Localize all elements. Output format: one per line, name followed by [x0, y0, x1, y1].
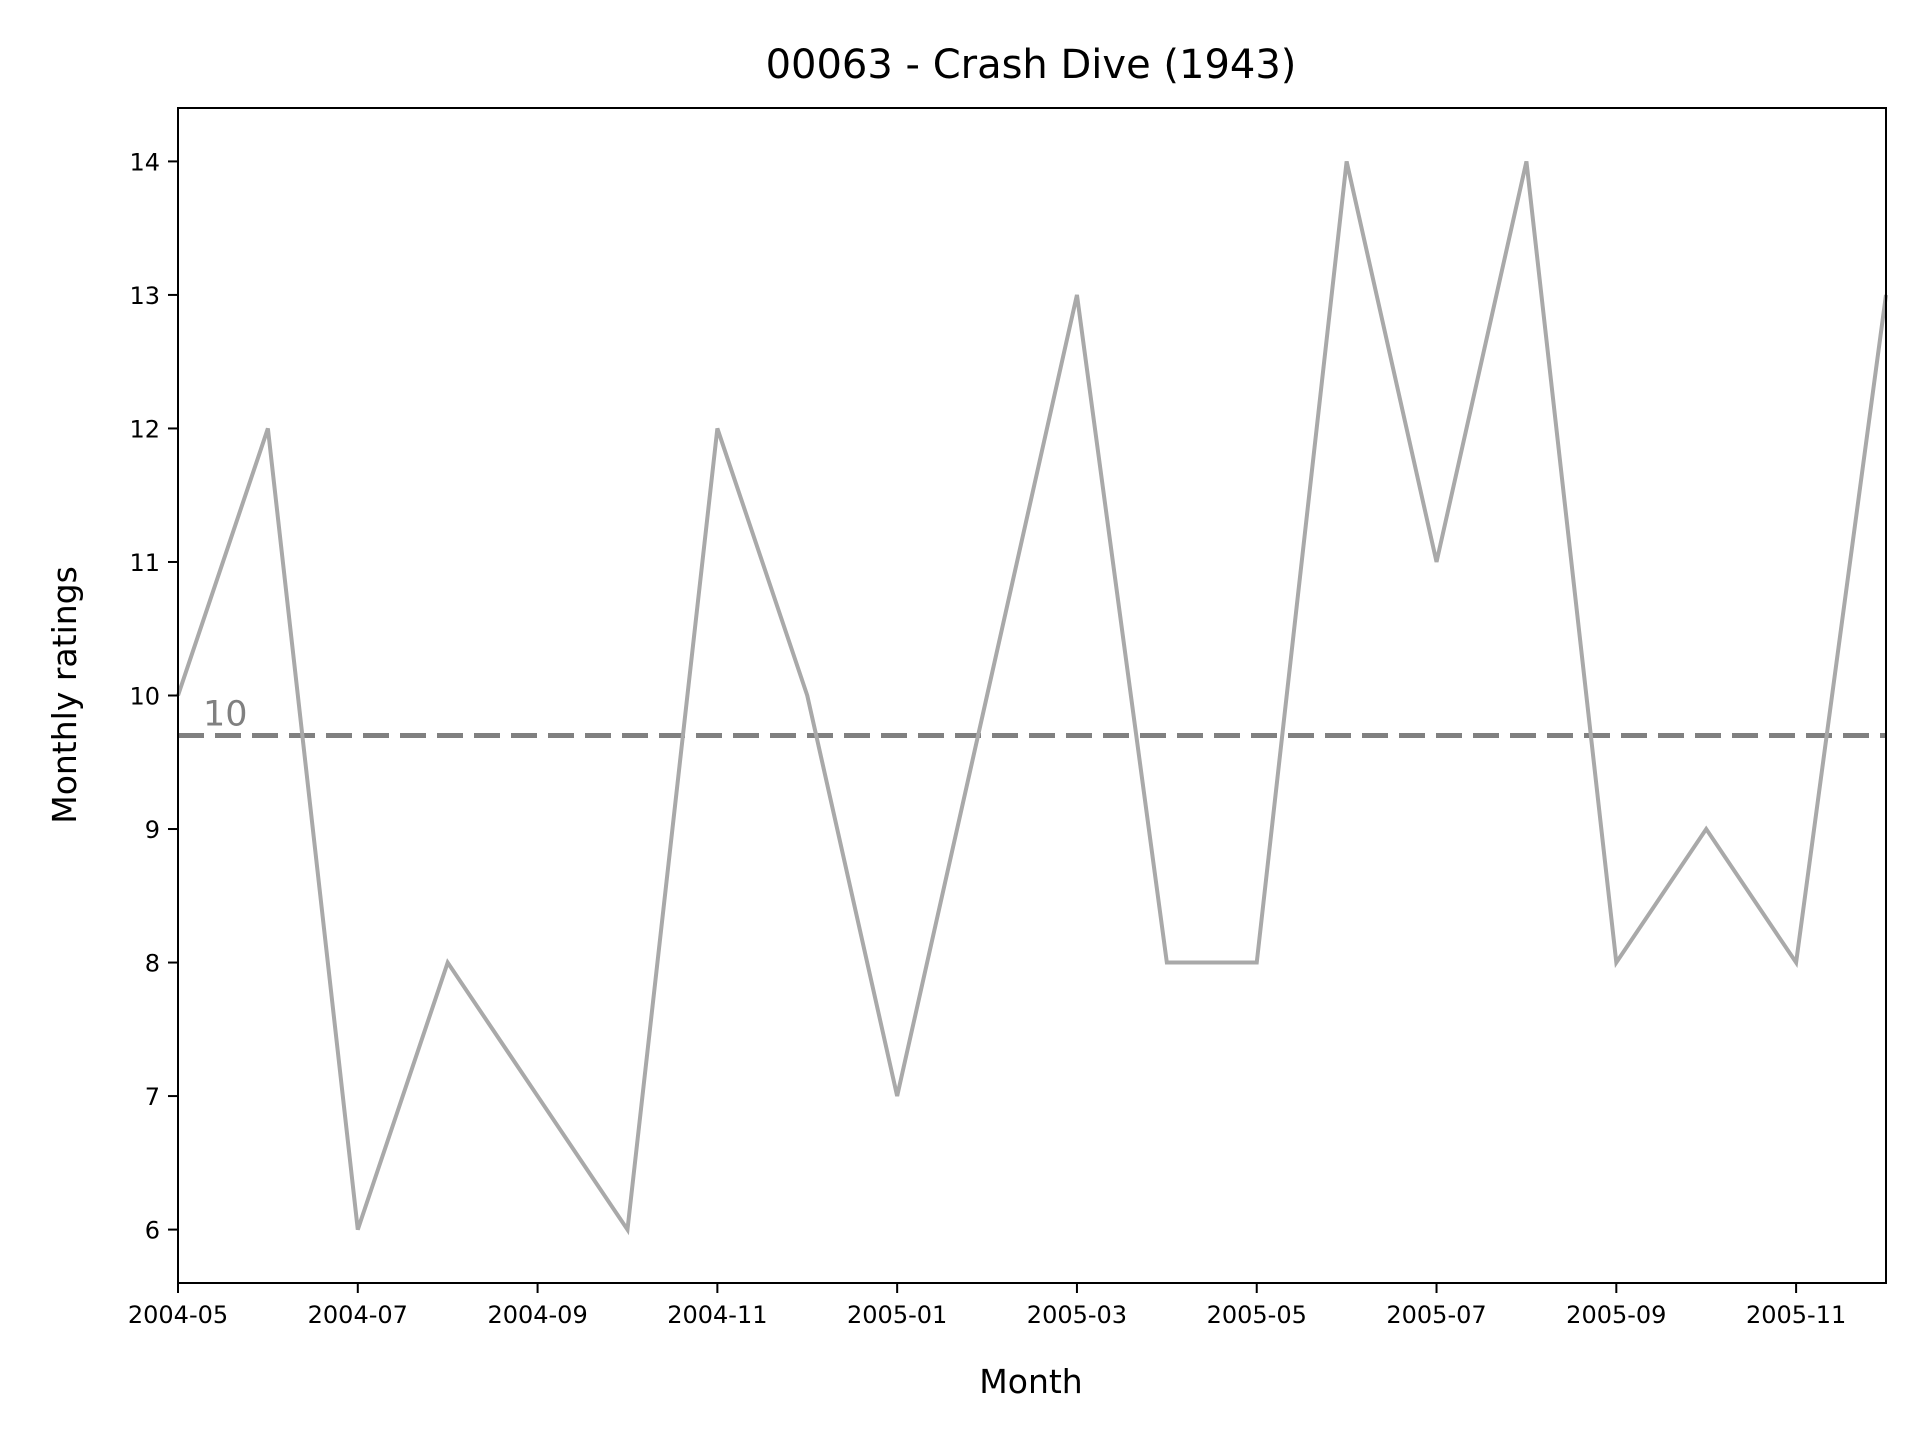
y-tick-label: 8	[145, 950, 160, 978]
x-tick-label: 2004-09	[487, 1301, 587, 1329]
x-tick-label: 2004-07	[308, 1301, 408, 1329]
y-tick-label: 9	[145, 816, 160, 844]
series-line-0	[176, 160, 1888, 1236]
x-tick-label: 2005-03	[1027, 1301, 1127, 1329]
x-tick-label: 2005-07	[1386, 1301, 1486, 1329]
chart-title: 00063 - Crash Dive (1943)	[766, 42, 1297, 88]
x-tick-label: 2004-11	[667, 1301, 767, 1329]
y-tick-label: 14	[129, 148, 160, 176]
y-tick-label: 10	[129, 683, 160, 711]
y-tick-label: 13	[129, 282, 160, 310]
x-tick-label: 2004-05	[128, 1301, 228, 1329]
y-tick-label: 7	[145, 1083, 160, 1111]
y-tick-label: 12	[129, 415, 160, 443]
x-tick-label: 2005-01	[847, 1301, 947, 1329]
x-axis: 2004-05 2004-07 2004-09 2004-11 2005-01 2005-…	[128, 1283, 1846, 1329]
x-tick-label: 2005-11	[1746, 1301, 1846, 1329]
x-axis-label: Month	[979, 1362, 1082, 1401]
reference-line-label: 10	[203, 695, 248, 735]
plot-marks: 10	[176, 160, 1888, 1236]
x-tick-label: 2005-05	[1207, 1301, 1307, 1329]
y-tick-label: 11	[129, 549, 160, 577]
y-axis-label: Monthly ratings	[45, 566, 84, 824]
y-tick-label: 6	[145, 1217, 160, 1245]
x-tick-label: 2005-09	[1566, 1301, 1666, 1329]
y-axis: 6 7 8 9 10 11 12 13 14	[129, 148, 178, 1245]
